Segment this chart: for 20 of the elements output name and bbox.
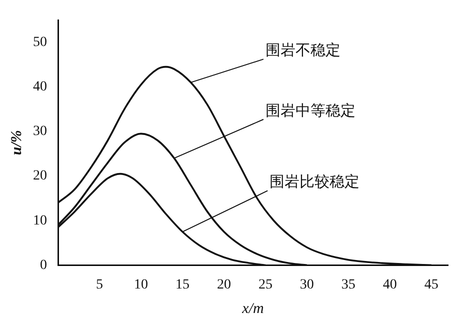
text: 围岩比较稳定 [270, 174, 360, 191]
x-tick-label: 35 [341, 277, 356, 292]
y-tick-label: 20 [33, 168, 47, 184]
y-tick-label: 40 [33, 80, 47, 95]
x-tick-label: 40 [382, 277, 397, 292]
y-tick-label: 30 [33, 124, 47, 140]
y-tick-label: 0 [40, 258, 47, 273]
x-tick-label: 30 [300, 277, 314, 292]
y-axis-title: u/% [8, 130, 25, 156]
x-axis-title: x/m [241, 300, 264, 317]
x-tick-label: 20 [216, 277, 231, 292]
x-tick-label: 5 [96, 277, 103, 292]
text: 围岩不稳定 [265, 42, 340, 60]
y-tick-label: 10 [33, 213, 47, 228]
x-tick-label: 25 [258, 277, 272, 292]
x-tick-label: 15 [175, 277, 190, 292]
y-tick-label: 50 [33, 34, 47, 50]
x-tick-label: 10 [134, 277, 148, 292]
text: 围岩中等稳定 [265, 102, 356, 120]
x-tick-label: 45 [424, 277, 438, 292]
